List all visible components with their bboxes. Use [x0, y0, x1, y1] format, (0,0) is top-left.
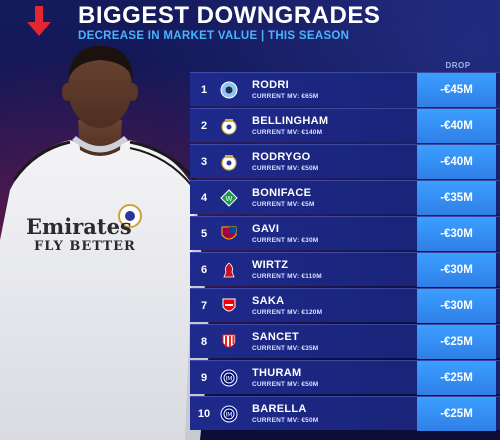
- liverpool-crest-icon: [223, 262, 235, 278]
- current-market-value: CURRENT MV: €50M: [252, 165, 319, 172]
- rank-number: 5: [200, 228, 208, 240]
- drop-column-header: DROP: [445, 61, 471, 70]
- rankings-table: 1 RODRI CURRENT MV: €65M -€45M 2 BELLINGHAM CU…: [190, 72, 500, 432]
- rank-number: 7: [200, 300, 208, 312]
- table-row: 10 IM BARELLA CURRENT MV: €50M -€25M: [190, 396, 500, 431]
- table-row: 8 SANCET CURRENT MV: €35M -€25M: [190, 324, 500, 359]
- player-name: WIRTZ: [252, 259, 289, 271]
- werder-bremen-crest-icon: W: [220, 189, 238, 207]
- table-row: 5 GAVI CURRENT MV: €30M -€30M: [190, 216, 500, 251]
- table-row: 7 SAKA CURRENT MV: €120M -€30M: [190, 288, 500, 323]
- real-madrid-crest-icon: [221, 119, 237, 135]
- current-market-value: CURRENT MV: €65M: [252, 93, 319, 100]
- rank-number: 10: [197, 408, 211, 420]
- rank-number: 1: [200, 84, 208, 96]
- rank-number: 2: [200, 120, 208, 132]
- current-market-value: CURRENT MV: €30M: [252, 237, 319, 244]
- page-subtitle: DECREASE IN MARKET VALUE | THIS SEASON: [78, 30, 350, 42]
- header: BIGGEST DOWNGRADES DECREASE IN MARKET VA…: [0, 0, 500, 60]
- player-name: GAVI: [252, 223, 280, 235]
- value-drop: -€45M: [417, 73, 496, 107]
- rank-number: 4: [200, 192, 208, 204]
- player-name: RODRI: [252, 79, 289, 91]
- value-drop: -€30M: [417, 289, 496, 323]
- rank-number: 6: [200, 264, 208, 276]
- inter-milan-crest-icon: IM: [220, 369, 238, 387]
- table-row: 1 RODRI CURRENT MV: €65M -€45M: [190, 72, 500, 107]
- sponsor-text: Emirates FLY BETTER: [26, 214, 136, 254]
- current-market-value: CURRENT MV: €110M: [252, 273, 322, 280]
- value-drop: -€40M: [417, 145, 496, 179]
- manchester-city-crest-icon: [220, 81, 238, 99]
- rank-number: 9: [200, 372, 208, 384]
- value-drop: -€30M: [417, 253, 496, 287]
- table-row: 2 BELLINGHAM CURRENT MV: €140M -€40M: [190, 108, 500, 143]
- table-row: 4 W BONIFACE CURRENT MV: €5M -€35M: [190, 180, 500, 215]
- table-row: 6 WIRTZ CURRENT MV: €110M -€30M: [190, 252, 500, 287]
- svg-text:IM: IM: [226, 376, 233, 383]
- value-drop: -€25M: [417, 361, 496, 395]
- current-market-value: CURRENT MV: €35M: [252, 345, 319, 352]
- player-name: SANCET: [252, 331, 300, 343]
- player-name: SAKA: [252, 295, 285, 307]
- arsenal-crest-icon: [222, 298, 236, 312]
- current-market-value: CURRENT MV: €120M: [252, 309, 323, 316]
- player-name: THURAM: [252, 367, 302, 379]
- inter-milan-crest-icon: IM: [220, 405, 238, 423]
- rank-number: 8: [200, 336, 208, 348]
- player-name: BARELLA: [252, 403, 307, 415]
- current-market-value: CURRENT MV: €140M: [252, 129, 323, 136]
- value-drop: -€35M: [417, 181, 496, 215]
- player-name: BELLINGHAM: [252, 115, 329, 127]
- value-drop: -€25M: [417, 325, 496, 359]
- value-drop: -€30M: [417, 217, 496, 251]
- table-row: 3 RODRYGO CURRENT MV: €50M -€40M: [190, 144, 500, 179]
- page-title: BIGGEST DOWNGRADES: [78, 2, 381, 29]
- player-name: BONIFACE: [252, 187, 312, 199]
- table-row: 9 IM THURAM CURRENT MV: €50M -€25M: [190, 360, 500, 395]
- player-name: RODRYGO: [252, 151, 311, 163]
- player-photo: [0, 46, 210, 440]
- real-madrid-crest-icon: [221, 155, 237, 171]
- current-market-value: CURRENT MV: €50M: [252, 381, 319, 388]
- barcelona-crest-icon: [221, 226, 237, 240]
- rank-number: 3: [200, 156, 208, 168]
- current-market-value: CURRENT MV: €50M: [252, 417, 319, 424]
- value-drop: -€25M: [417, 397, 496, 431]
- current-market-value: CURRENT MV: €5M: [252, 201, 315, 208]
- svg-text:W: W: [226, 195, 233, 203]
- down-arrow-icon: [27, 6, 51, 36]
- value-drop: -€40M: [417, 109, 496, 143]
- svg-text:IM: IM: [226, 412, 233, 419]
- athletic-bilbao-crest-icon: [222, 334, 236, 348]
